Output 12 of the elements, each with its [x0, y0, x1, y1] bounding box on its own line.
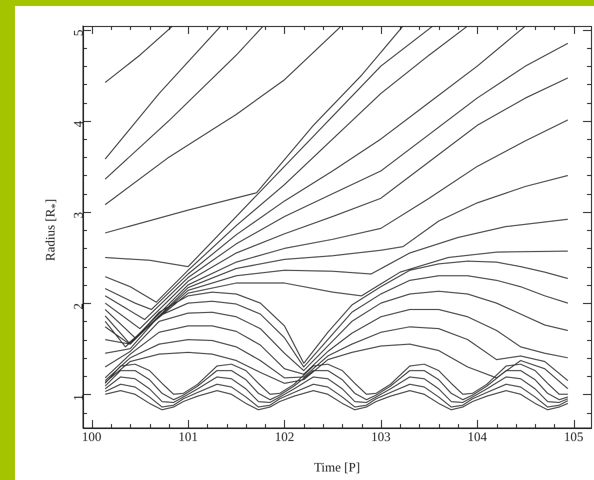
y-tick-label: 3 — [70, 212, 86, 218]
x-tick-label: 101 — [178, 429, 198, 444]
y-tick-label: 4 — [70, 120, 86, 128]
y-tick-label: 1 — [70, 394, 86, 401]
x-axis-title: Time [P] — [314, 460, 360, 475]
y-tick-label: 2 — [70, 303, 86, 310]
y-tick-label: 5 — [70, 30, 86, 36]
x-tick-label: 100 — [82, 429, 102, 444]
x-tick-label: 105 — [564, 429, 584, 444]
x-tick-label: 103 — [371, 429, 391, 444]
x-tick-label: 102 — [274, 429, 294, 444]
x-tick-label: 104 — [468, 429, 488, 444]
